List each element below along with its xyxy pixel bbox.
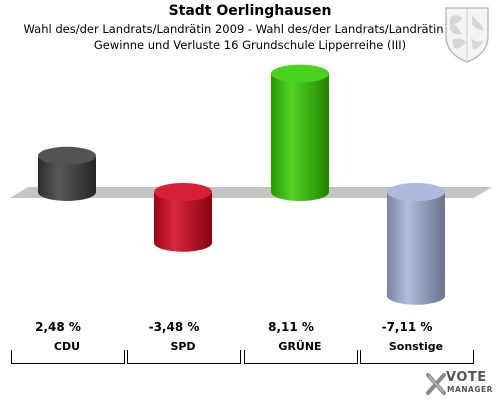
category-label-grüne: GRÜNE xyxy=(278,340,322,353)
brand-line2: MANAGER xyxy=(447,385,493,394)
value-label-sonstige: -7,11 % xyxy=(381,320,433,334)
category-label-spd: SPD xyxy=(170,340,196,353)
bar-body xyxy=(38,155,96,201)
category-label-cdu: CDU xyxy=(53,340,81,353)
bar-spd xyxy=(154,183,212,252)
brand-line1: VOTE xyxy=(446,370,487,385)
vote-manager-logo: VOTE MANAGER xyxy=(426,370,498,398)
zero-baseline-band xyxy=(10,187,492,198)
value-label-spd: -3,48 % xyxy=(148,320,200,334)
bar-top-cap xyxy=(154,183,212,201)
chart-subtitle: Wahl des/der Landrats/Landrätin 2009 - W… xyxy=(23,22,477,36)
value-label-cdu: 2,48 % xyxy=(35,320,81,334)
chart-title: Stadt Oerlinghausen xyxy=(168,3,332,19)
category-bracket xyxy=(127,350,241,364)
bar-body xyxy=(387,192,445,305)
category-bracket xyxy=(244,350,358,364)
bar-body xyxy=(271,73,329,201)
bar-cdu xyxy=(38,146,96,201)
bars-group xyxy=(38,64,445,305)
category-label-sonstige: Sonstige xyxy=(388,340,444,353)
bar-grüne xyxy=(271,64,329,201)
bar-top-cap xyxy=(271,64,329,83)
category-bracket xyxy=(11,350,125,364)
vote-manager-cross-icon xyxy=(426,373,446,395)
bar-body xyxy=(154,192,212,252)
category-bracket xyxy=(360,350,474,364)
bar-top-cap xyxy=(387,183,445,201)
bar-sonstige xyxy=(387,183,445,305)
coat-of-arms-icon xyxy=(445,7,489,63)
value-label-grüne: 8,11 % xyxy=(268,320,314,334)
chart-subtitle-2: Gewinne und Verluste 16 Grundschule Lipp… xyxy=(93,38,407,52)
bar-top-cap xyxy=(38,146,96,165)
